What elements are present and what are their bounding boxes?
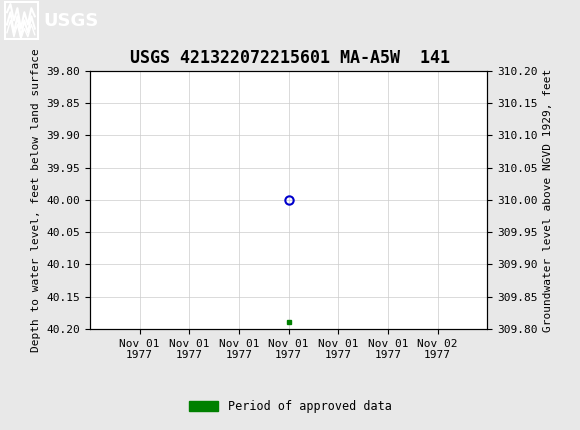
Y-axis label: Groundwater level above NGVD 1929, feet: Groundwater level above NGVD 1929, feet xyxy=(543,68,553,332)
Legend: Period of approved data: Period of approved data xyxy=(184,395,396,418)
Y-axis label: Depth to water level, feet below land surface: Depth to water level, feet below land su… xyxy=(31,48,41,352)
Bar xyxy=(5,2,38,39)
Text: USGS: USGS xyxy=(44,12,99,30)
Text: USGS 421322072215601 MA-A5W  141: USGS 421322072215601 MA-A5W 141 xyxy=(130,49,450,67)
